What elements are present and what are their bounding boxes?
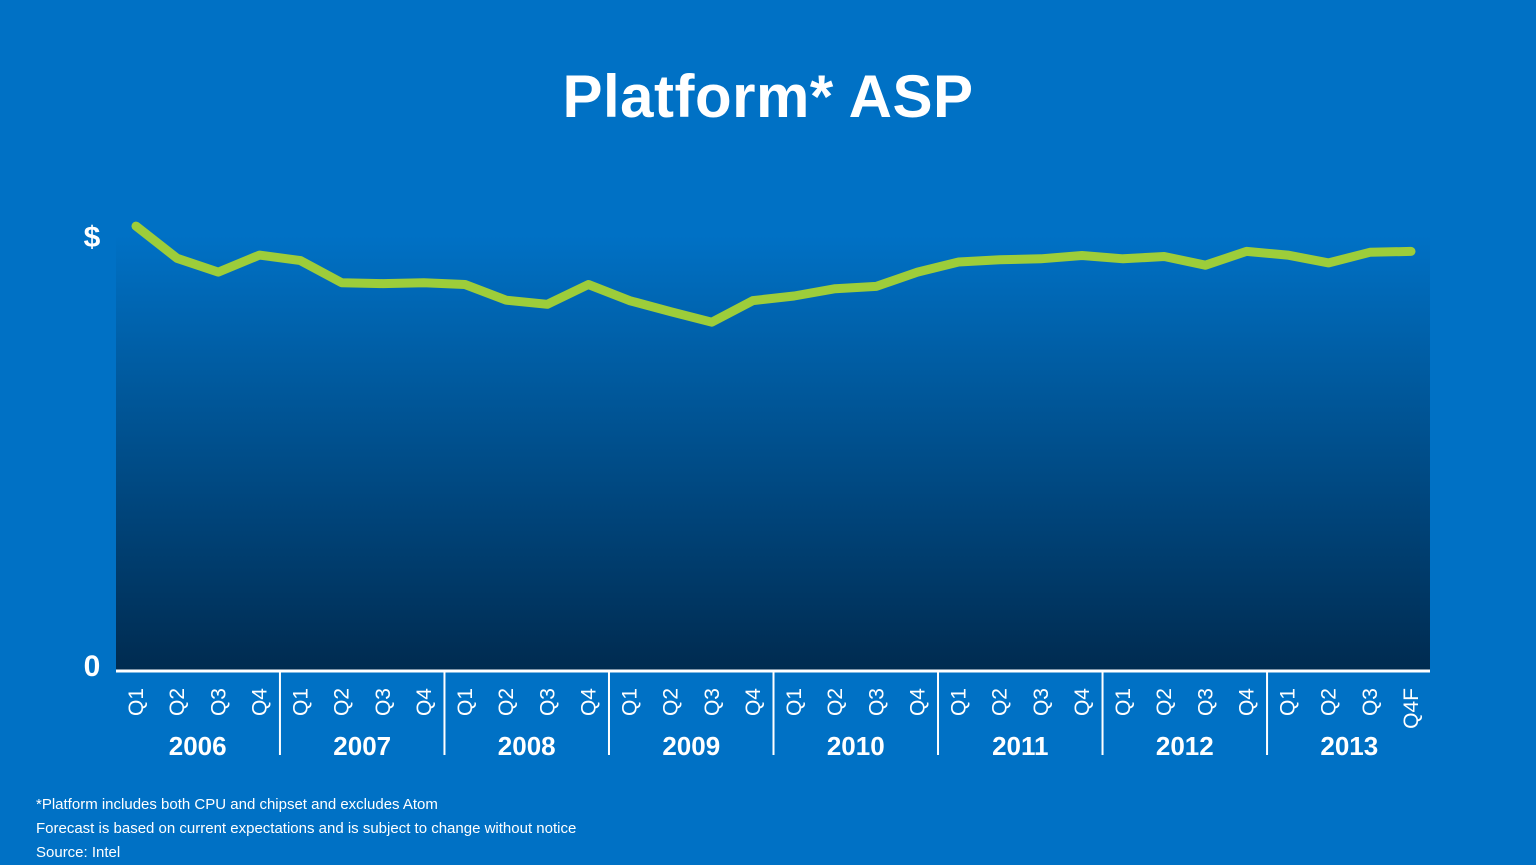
x-tick-label: Q1: [619, 688, 642, 716]
year-label: 2008: [498, 731, 556, 761]
year-label: 2009: [662, 731, 720, 761]
x-tick-label: Q3: [865, 688, 888, 716]
x-tick-label: Q3: [1359, 688, 1382, 716]
year-label: 2011: [992, 731, 1048, 761]
x-tick-label: Q3: [536, 688, 559, 716]
x-tick-label: Q2: [495, 688, 518, 716]
x-tick-label: Q1: [948, 688, 971, 716]
x-tick-label: Q1: [454, 688, 477, 716]
year-label: 2013: [1320, 731, 1378, 761]
x-tick-label: Q3: [372, 688, 395, 716]
x-tick-label: Q4: [248, 688, 271, 716]
x-tick-label: Q3: [701, 688, 724, 716]
footnote-platform: *Platform includes both CPU and chipset …: [36, 796, 438, 813]
x-tick-label: Q1: [1112, 688, 1135, 716]
footnote-forecast: Forecast is based on current expectation…: [36, 820, 577, 837]
x-tick-label: Q2: [331, 688, 354, 716]
x-tick-label: Q2: [1153, 688, 1176, 716]
x-tick-label: Q1: [125, 688, 148, 716]
x-tick-label: Q3: [1194, 688, 1217, 716]
year-label: 2010: [827, 731, 885, 761]
chart-title: Platform* ASP: [562, 63, 974, 130]
x-tick-label: Q2: [824, 688, 847, 716]
x-tick-label: Q4: [577, 688, 600, 716]
x-tick-label: Q2: [1318, 688, 1341, 716]
plot-background: [116, 236, 1430, 670]
x-tick-label: Q1: [1277, 688, 1300, 716]
y-tick-label-zero: 0: [84, 650, 101, 683]
x-tick-label: Q2: [660, 688, 683, 716]
footnotes: *Platform includes both CPU and chipset …: [36, 793, 576, 865]
x-tick-label: Q4: [906, 688, 929, 716]
year-label: 2012: [1156, 731, 1214, 761]
x-tick-label: Q2: [989, 688, 1012, 716]
x-tick-label: Q2: [166, 688, 189, 716]
x-tick-label: Q4: [742, 688, 765, 716]
series-line: [131, 221, 1416, 327]
x-tick-label: Q1: [783, 688, 806, 716]
y-tick-label-top: $: [84, 221, 101, 254]
x-tick-label: Q3: [1030, 688, 1053, 716]
x-tick-label: Q4: [413, 688, 436, 716]
x-tick-label: Q1: [290, 688, 313, 716]
x-tick-label: Q4: [1071, 688, 1094, 716]
year-label: 2006: [169, 731, 227, 761]
x-tick-label: Q4: [1235, 688, 1258, 716]
footnote-source: Source: Intel: [36, 844, 121, 861]
year-label: 2007: [333, 731, 391, 761]
x-tick-label: Q4F: [1400, 688, 1423, 729]
x-tick-label: Q3: [207, 688, 230, 716]
